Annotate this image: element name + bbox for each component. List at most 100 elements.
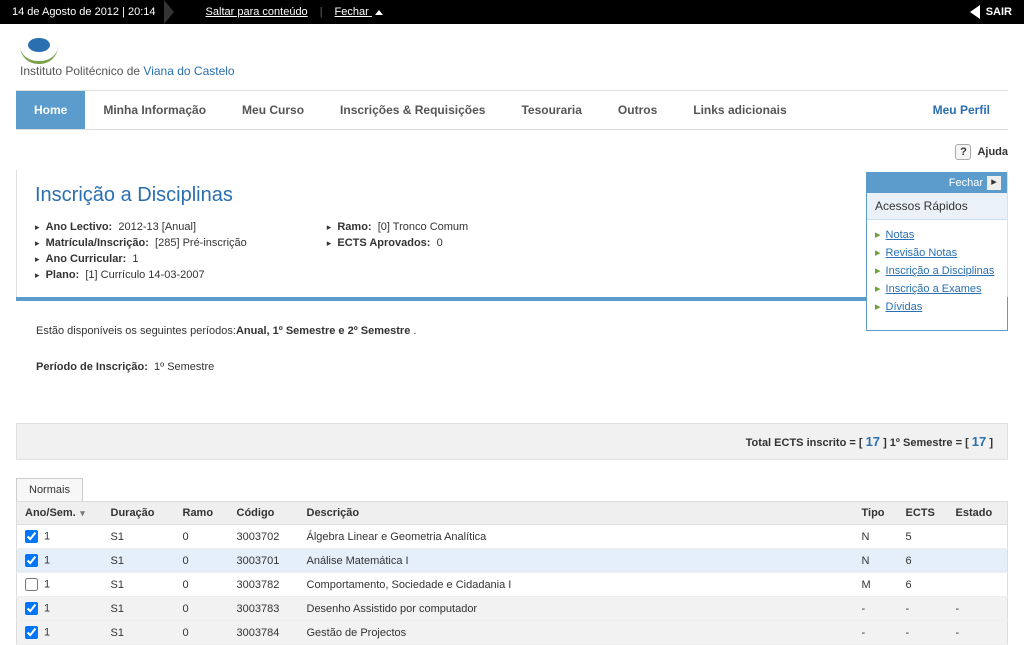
table-row: 1S103003782Comportamento, Sociedade e Ci… (17, 573, 1008, 597)
logo-inst: Instituto Politécnico de (20, 64, 143, 78)
help-label[interactable]: Ajuda (977, 146, 1008, 158)
cell-ects: 6 (898, 549, 948, 573)
cell-ects: - (898, 621, 948, 645)
main-nav: Home Minha Informação Meu Curso Inscriçõ… (16, 90, 1008, 130)
disciplines-table: Ano/Sem. ▾ Duração Ramo Código Descrição… (16, 501, 1008, 645)
arrow-left-icon (970, 5, 980, 19)
cell-ramo: 0 (175, 597, 229, 621)
cell-codigo: 3003701 (229, 549, 299, 573)
cell-ano: 1 (17, 525, 103, 549)
cell-descricao: Desenho Assistido por computador (299, 597, 854, 621)
body-text: Estão disponíveis os seguintes períodos:… (36, 325, 988, 373)
date-time-block: 14 de Agosto de 2012 | 20:14 (12, 0, 174, 24)
sort-desc-icon: ▾ (78, 508, 85, 518)
cell-ects: - (898, 597, 948, 621)
nav-my-info[interactable]: Minha Informação (85, 91, 224, 129)
th-estado[interactable]: Estado (948, 502, 1008, 525)
cell-descricao: Análise Matemática I (299, 549, 854, 573)
periods-line: Estão disponíveis os seguintes períodos:… (36, 325, 988, 337)
logout-button[interactable]: SAIR (970, 5, 1012, 19)
row-checkbox[interactable] (25, 530, 38, 543)
quick-access-item: ▸ Dívidas (875, 300, 999, 314)
cell-tipo: M (854, 573, 898, 597)
cell-ramo: 0 (175, 621, 229, 645)
nav-home[interactable]: Home (16, 91, 85, 129)
table-header-row: Ano/Sem. ▾ Duração Ramo Código Descrição… (17, 502, 1008, 525)
logo-area: Instituto Politécnico de Viana do Castel… (0, 24, 1024, 84)
skip-to-content-link[interactable]: Saltar para conteúdo (198, 6, 316, 18)
tab-row: Normais (16, 478, 1008, 501)
close-link-label: Fechar (335, 6, 369, 18)
th-codigo[interactable]: Código (229, 502, 299, 525)
topbar-links: Saltar para conteúdo | Fechar (198, 6, 391, 18)
bullet-icon: ▸ (875, 300, 881, 314)
cell-duracao: S1 (103, 549, 175, 573)
info-matricula: ▸ Matrícula/Inscrição: [285] Pré-inscriç… (35, 237, 247, 249)
nav-spacer (805, 91, 915, 129)
cell-tipo: N (854, 525, 898, 549)
cell-tipo: - (854, 621, 898, 645)
cell-estado: - (948, 621, 1008, 645)
nav-treasury[interactable]: Tesouraria (503, 91, 599, 129)
chevron-right-icon (164, 0, 174, 24)
info-ano-lectivo: ▸ Ano Lectivo: 2012-13 [Anual] (35, 221, 247, 233)
nav-inscriptions[interactable]: Inscrições & Requisições (322, 91, 503, 129)
info-ano-curricular: ▸ Ano Curricular: 1 (35, 253, 247, 265)
row-checkbox[interactable] (25, 602, 38, 615)
cell-ects: 6 (898, 573, 948, 597)
logout-label: SAIR (986, 6, 1012, 18)
logo[interactable] (20, 34, 1004, 64)
logo-text: Instituto Politécnico de Viana do Castel… (20, 64, 1004, 78)
cell-estado: - (948, 597, 1008, 621)
close-link[interactable]: Fechar (327, 6, 391, 18)
page-header-block: Inscrição a Disciplinas ▸ Ano Lectivo: 2… (16, 170, 1008, 297)
cell-ano: 1 (17, 573, 103, 597)
cell-codigo: 3003783 (229, 597, 299, 621)
tab-normais[interactable]: Normais (16, 478, 83, 501)
caret-up-icon (375, 10, 383, 15)
help-icon[interactable]: ? (955, 144, 971, 160)
th-ects[interactable]: ECTS (898, 502, 948, 525)
row-checkbox[interactable] (25, 578, 38, 591)
table-row: 1S103003702Álgebra Linear e Geometria An… (17, 525, 1008, 549)
row-checkbox[interactable] (25, 554, 38, 567)
cell-descricao: Comportamento, Sociedade e Cidadania I (299, 573, 854, 597)
cell-ramo: 0 (175, 525, 229, 549)
ects-total: 17 (866, 434, 880, 449)
cell-descricao: Gestão de Projectos (299, 621, 854, 645)
quick-access-link[interactable]: Dívidas (886, 300, 923, 314)
cell-codigo: 3003702 (229, 525, 299, 549)
info-ects-aprov: ▸ ECTS Aprovados: 0 (327, 237, 468, 249)
th-ramo[interactable]: Ramo (175, 502, 229, 525)
table-row: 1S103003701Análise Matemática IN6 (17, 549, 1008, 573)
ects-sem: 17 (972, 434, 986, 449)
cell-duracao: S1 (103, 621, 175, 645)
cell-tipo: - (854, 597, 898, 621)
cell-ano: 1 (17, 597, 103, 621)
nav-links[interactable]: Links adicionais (675, 91, 804, 129)
nav-profile[interactable]: Meu Perfil (915, 91, 1008, 129)
info-col-right: ▸ Ramo: [0] Tronco Comum ▸ ECTS Aprovado… (327, 221, 468, 285)
cell-codigo: 3003782 (229, 573, 299, 597)
row-checkbox[interactable] (25, 626, 38, 639)
th-duracao[interactable]: Duração (103, 502, 175, 525)
cell-codigo: 3003784 (229, 621, 299, 645)
nav-others[interactable]: Outros (600, 91, 675, 129)
top-bar: 14 de Agosto de 2012 | 20:14 Saltar para… (0, 0, 1024, 24)
help-row: ? Ajuda (16, 144, 1008, 160)
page-title: Inscrição a Disciplinas (35, 184, 989, 207)
nav-my-course[interactable]: Meu Curso (224, 91, 322, 129)
cell-ano: 1 (17, 549, 103, 573)
info-grid: ▸ Ano Lectivo: 2012-13 [Anual] ▸ Matrícu… (35, 221, 989, 285)
cell-ramo: 0 (175, 573, 229, 597)
th-descricao[interactable]: Descrição (299, 502, 854, 525)
th-ano-sem[interactable]: Ano/Sem. ▾ (17, 502, 103, 525)
ects-summary-bar: Total ECTS inscrito = [ 17 ] 1º Semestre… (16, 423, 1008, 460)
cell-estado (948, 525, 1008, 549)
cell-estado (948, 573, 1008, 597)
cell-duracao: S1 (103, 525, 175, 549)
cell-estado (948, 549, 1008, 573)
info-col-left: ▸ Ano Lectivo: 2012-13 [Anual] ▸ Matrícu… (35, 221, 247, 285)
cell-duracao: S1 (103, 573, 175, 597)
th-tipo[interactable]: Tipo (854, 502, 898, 525)
